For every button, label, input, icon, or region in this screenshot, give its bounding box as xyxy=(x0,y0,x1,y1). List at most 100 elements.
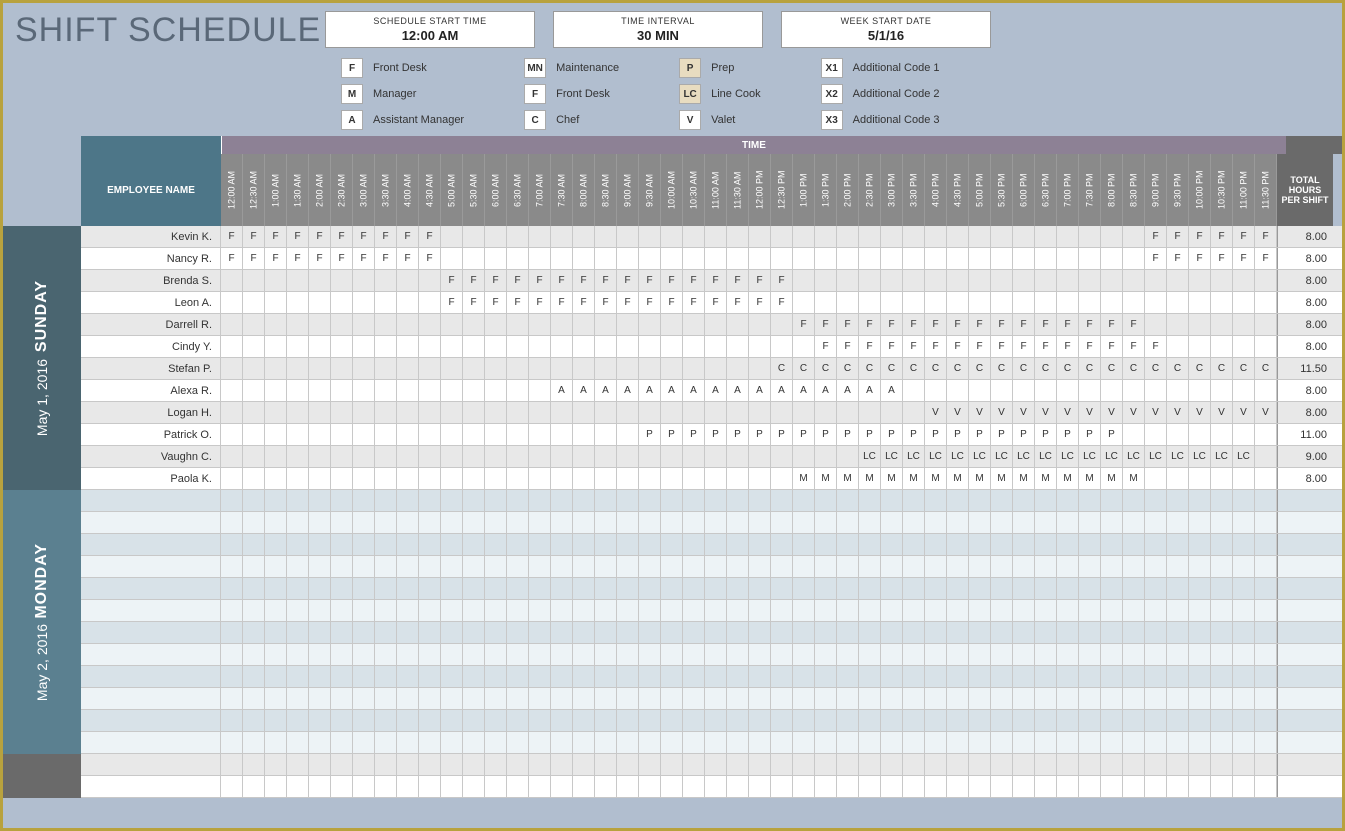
shift-cell[interactable] xyxy=(397,776,419,797)
shift-cell[interactable] xyxy=(903,578,925,599)
shift-cell[interactable]: F xyxy=(485,292,507,313)
shift-cell[interactable] xyxy=(1255,314,1277,335)
shift-cell[interactable]: M xyxy=(793,468,815,489)
shift-cell[interactable]: M xyxy=(969,468,991,489)
shift-cell[interactable] xyxy=(639,358,661,379)
shift-cell[interactable] xyxy=(705,314,727,335)
shift-cell[interactable]: F xyxy=(353,248,375,269)
shift-cell[interactable] xyxy=(595,512,617,533)
shift-cell[interactable] xyxy=(331,666,353,687)
shift-cell[interactable] xyxy=(551,666,573,687)
shift-cell[interactable] xyxy=(1057,732,1079,753)
shift-cell[interactable] xyxy=(881,666,903,687)
shift-cell[interactable]: V xyxy=(1233,402,1255,423)
shift-cell[interactable] xyxy=(639,600,661,621)
shift-cell[interactable] xyxy=(815,578,837,599)
shift-cell[interactable]: C xyxy=(1189,358,1211,379)
shift-cell[interactable] xyxy=(903,666,925,687)
shift-cell[interactable] xyxy=(1057,270,1079,291)
shift-cell[interactable] xyxy=(947,732,969,753)
shift-cell[interactable] xyxy=(925,732,947,753)
shift-cell[interactable]: F xyxy=(727,292,749,313)
shift-cell[interactable] xyxy=(749,468,771,489)
shift-cell[interactable] xyxy=(639,226,661,247)
shift-cell[interactable] xyxy=(749,534,771,555)
shift-cell[interactable] xyxy=(529,622,551,643)
shift-cell[interactable] xyxy=(925,490,947,511)
shift-cell[interactable] xyxy=(1255,270,1277,291)
shift-cell[interactable] xyxy=(485,358,507,379)
shift-cell[interactable] xyxy=(727,578,749,599)
shift-cell[interactable]: F xyxy=(969,336,991,357)
shift-cell[interactable] xyxy=(1233,732,1255,753)
shift-cell[interactable] xyxy=(903,732,925,753)
shift-cell[interactable] xyxy=(1057,666,1079,687)
shift-cell[interactable] xyxy=(661,622,683,643)
shift-cell[interactable] xyxy=(903,776,925,797)
shift-cell[interactable]: A xyxy=(859,380,881,401)
shift-cell[interactable] xyxy=(1167,600,1189,621)
shift-cell[interactable] xyxy=(507,424,529,445)
shift-cell[interactable] xyxy=(441,512,463,533)
shift-cell[interactable] xyxy=(441,732,463,753)
schedule-row[interactable]: Alexa R.AAAAAAAAAAAAAAAA8.00 xyxy=(81,380,1342,402)
shift-cell[interactable] xyxy=(375,776,397,797)
shift-cell[interactable] xyxy=(463,358,485,379)
schedule-row[interactable]: Cindy Y.FFFFFFFFFFFFFFFF8.00 xyxy=(81,336,1342,358)
shift-cell[interactable] xyxy=(397,644,419,665)
shift-cell[interactable] xyxy=(1255,336,1277,357)
shift-cell[interactable]: F xyxy=(837,336,859,357)
shift-cell[interactable] xyxy=(991,248,1013,269)
shift-cell[interactable] xyxy=(661,776,683,797)
shift-cell[interactable] xyxy=(397,534,419,555)
shift-cell[interactable] xyxy=(1233,776,1255,797)
shift-cell[interactable] xyxy=(221,424,243,445)
shift-cell[interactable] xyxy=(1167,314,1189,335)
shift-cell[interactable] xyxy=(419,314,441,335)
shift-cell[interactable] xyxy=(749,314,771,335)
shift-cell[interactable] xyxy=(529,578,551,599)
shift-cell[interactable] xyxy=(881,490,903,511)
shift-cell[interactable] xyxy=(1101,226,1123,247)
shift-cell[interactable] xyxy=(595,556,617,577)
shift-cell[interactable] xyxy=(1013,666,1035,687)
shift-cell[interactable] xyxy=(639,710,661,731)
shift-cell[interactable] xyxy=(1035,644,1057,665)
shift-cell[interactable]: M xyxy=(1013,468,1035,489)
shift-cell[interactable] xyxy=(1145,600,1167,621)
shift-cell[interactable] xyxy=(771,402,793,423)
shift-cell[interactable] xyxy=(1211,380,1233,401)
shift-cell[interactable] xyxy=(551,468,573,489)
shift-cell[interactable] xyxy=(595,710,617,731)
shift-cell[interactable] xyxy=(243,534,265,555)
shift-cell[interactable] xyxy=(925,512,947,533)
shift-cell[interactable]: F xyxy=(771,292,793,313)
shift-cell[interactable] xyxy=(1101,622,1123,643)
shift-cell[interactable]: F xyxy=(1145,336,1167,357)
shift-cell[interactable] xyxy=(375,644,397,665)
shift-cell[interactable] xyxy=(1189,578,1211,599)
shift-cell[interactable] xyxy=(507,688,529,709)
shift-cell[interactable]: F xyxy=(749,270,771,291)
shift-cell[interactable] xyxy=(1057,754,1079,775)
shift-cell[interactable] xyxy=(463,468,485,489)
shift-cell[interactable] xyxy=(617,556,639,577)
shift-cell[interactable]: F xyxy=(221,226,243,247)
shift-cell[interactable] xyxy=(749,358,771,379)
shift-cell[interactable] xyxy=(221,292,243,313)
shift-cell[interactable]: C xyxy=(1035,358,1057,379)
shift-cell[interactable]: F xyxy=(1013,336,1035,357)
shift-cell[interactable]: C xyxy=(1123,358,1145,379)
shift-cell[interactable] xyxy=(969,644,991,665)
shift-cell[interactable] xyxy=(925,556,947,577)
shift-cell[interactable] xyxy=(287,556,309,577)
shift-cell[interactable] xyxy=(727,248,749,269)
shift-cell[interactable] xyxy=(749,666,771,687)
shift-cell[interactable] xyxy=(485,732,507,753)
shift-cell[interactable]: F xyxy=(771,270,793,291)
shift-cell[interactable]: C xyxy=(793,358,815,379)
shift-cell[interactable] xyxy=(221,644,243,665)
shift-cell[interactable] xyxy=(639,402,661,423)
shift-cell[interactable] xyxy=(991,578,1013,599)
schedule-row[interactable]: Paola K.MMMMMMMMMMMMMMMM8.00 xyxy=(81,468,1342,490)
